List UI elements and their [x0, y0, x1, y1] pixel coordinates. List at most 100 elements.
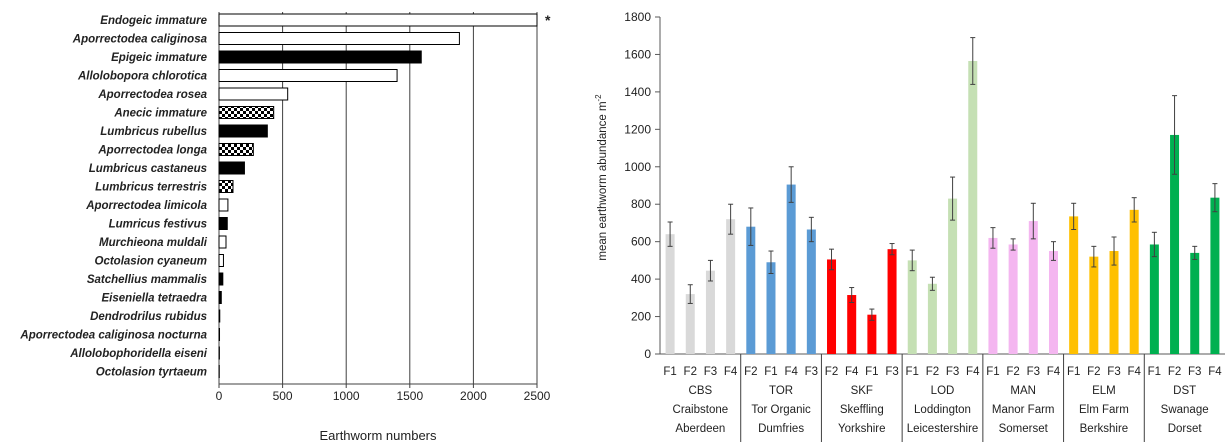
bar [218, 50, 422, 64]
x-axis-title: Earthworm numbers [319, 428, 437, 442]
bar [1170, 134, 1180, 354]
category-label: Octolasion cyaneum [95, 256, 207, 268]
bar [218, 106, 275, 119]
site-region-label: Dumfries [758, 423, 804, 435]
site-region-label: Berkshire [1080, 423, 1129, 435]
site-region-label: Somerset [999, 423, 1049, 435]
field-label: F3 [704, 366, 717, 378]
y-tick-label: 1400 [624, 85, 651, 99]
field-label: F4 [1208, 366, 1222, 378]
bar [1028, 221, 1038, 354]
category-label: Octolasion tyrtaeum [96, 367, 207, 379]
bar [1149, 244, 1159, 354]
x-tick-label: 500 [273, 389, 293, 403]
y-tick-label: 600 [631, 235, 651, 249]
bar [705, 270, 715, 354]
bar [218, 143, 254, 156]
category-label: Anecic immature [113, 108, 207, 120]
bar [218, 254, 224, 267]
site-region-label: Aberdeen [675, 423, 725, 435]
bar [218, 309, 221, 323]
category-label: Aporrectodea caliginosa [72, 34, 208, 46]
bar [218, 32, 460, 45]
field-label: F4 [1127, 366, 1141, 378]
site-region-label: Yorkshire [838, 423, 886, 435]
bar [1190, 252, 1200, 354]
bar [1210, 197, 1220, 354]
bar [867, 314, 877, 354]
y-tick-label: 1200 [624, 122, 651, 136]
field-label: F1 [865, 366, 878, 378]
bar [218, 124, 268, 138]
field-label: F3 [885, 366, 898, 378]
field-label: F2 [1087, 366, 1100, 378]
category-label: Aporrectodea limicola [85, 200, 207, 212]
category-label: Epigeic immature [111, 52, 207, 64]
x-tick-label: 0 [216, 389, 223, 403]
bar [786, 184, 796, 354]
bar [218, 69, 398, 82]
y-tick-label: 200 [631, 310, 651, 324]
bar [968, 60, 978, 354]
field-label: F1 [663, 366, 676, 378]
category-label: Lumbricus terrestris [95, 182, 207, 194]
category-label: Murchieona muldali [99, 237, 208, 249]
category-label: Lumricus festivus [109, 219, 207, 231]
bar [766, 262, 776, 354]
bar [927, 283, 937, 354]
bar [1048, 251, 1058, 354]
field-label: F1 [764, 366, 777, 378]
site-region-label: Leicestershire [907, 423, 979, 435]
site-abundance-chart: 0 200 400 600 800 1000 1200 1400 1600 1800 mean ea… [594, 10, 1225, 442]
bar [218, 198, 229, 212]
x-tick-label: 1000 [333, 389, 360, 403]
bar [1129, 209, 1139, 354]
site-code-label: CBS [689, 385, 713, 397]
field-label: F1 [906, 366, 919, 378]
site-code-label: SKF [851, 385, 873, 397]
bar [218, 272, 224, 286]
field-label: F2 [744, 366, 757, 378]
bar [806, 229, 816, 354]
bar [685, 294, 695, 354]
field-label: F4 [724, 366, 738, 378]
category-label: Lumbricus rubellus [100, 126, 207, 138]
y-tick-label: 0 [644, 347, 651, 361]
bar [726, 219, 736, 354]
site-code-label: TOR [769, 385, 793, 397]
y-tick-label: 800 [631, 197, 651, 211]
field-label: F4 [1047, 366, 1061, 378]
site-name-label: Elm Farm [1079, 404, 1129, 416]
category-label: Eiseniella tetraedra [102, 293, 208, 305]
bar [847, 295, 857, 354]
bar [887, 249, 897, 354]
field-label: F2 [926, 366, 939, 378]
site-name-label: Skeffling [840, 404, 884, 416]
field-label: F2 [684, 366, 697, 378]
annotation-asterisk: * [545, 12, 551, 28]
bar [1109, 251, 1119, 354]
bar [218, 161, 245, 175]
bar [827, 259, 837, 354]
field-label: F3 [1107, 366, 1120, 378]
field-label: F2 [825, 366, 838, 378]
field-label: F3 [1027, 366, 1040, 378]
category-label: Endogeic immature [100, 15, 207, 27]
site-code-label: LOD [931, 385, 955, 397]
bar [218, 180, 234, 193]
bar [907, 260, 917, 354]
y-axis-title: mean earthworm abundance m-2 [594, 94, 609, 261]
site-code-label: MAN [1010, 385, 1036, 397]
bar [218, 217, 228, 230]
site-region-label: Dorset [1168, 423, 1203, 435]
bar [1008, 244, 1018, 354]
x-tick-label: 2000 [460, 389, 487, 403]
field-label: F1 [1067, 366, 1080, 378]
category-label: Aporrectodea caliginosa nocturna [19, 330, 207, 342]
field-label: F2 [1168, 366, 1181, 378]
bar [218, 328, 221, 341]
y-tick-label: 1800 [624, 10, 651, 24]
bar [218, 13, 538, 27]
bar [218, 87, 289, 101]
site-name-label: Loddington [914, 404, 971, 416]
